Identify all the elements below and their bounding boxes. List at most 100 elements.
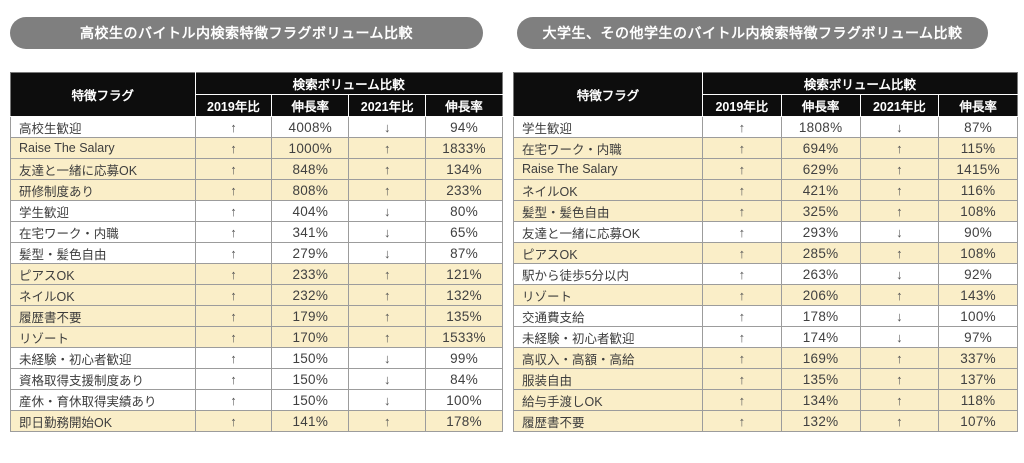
table-row: Raise The Salary ↑ 1000% ↑ 1833%	[10, 137, 503, 159]
vs2021-arrow-cell: ↑	[348, 158, 427, 180]
vs2019-arrow-cell: ↑	[194, 326, 273, 348]
growth-2021-cell: 99%	[425, 347, 503, 369]
vs2021-arrow-cell: ↑	[859, 179, 940, 201]
feature-flag-cell: 産休・育休取得実績あり	[10, 389, 196, 411]
column-header-vs2021: 2021年比	[859, 94, 940, 117]
growth-2021-cell: 135%	[425, 305, 503, 327]
vs2019-arrow-cell: ↑	[194, 179, 273, 201]
growth-2019-cell: 279%	[271, 242, 350, 264]
column-header-growth-2019: 伸長率	[271, 94, 350, 117]
growth-2019-cell: 285%	[780, 242, 861, 264]
feature-flag-cell: 給与手渡しOK	[513, 389, 703, 411]
table-row: ネイルOK ↑ 232% ↑ 132%	[10, 284, 503, 306]
growth-2019-cell: 325%	[780, 200, 861, 222]
vs2021-arrow-cell: ↑	[859, 389, 940, 411]
vs2019-arrow-cell: ↑	[194, 263, 273, 285]
growth-2021-cell: 80%	[425, 200, 503, 222]
table-row: 給与手渡しOK ↑ 134% ↑ 118%	[513, 389, 1018, 411]
growth-2021-cell: 90%	[938, 221, 1018, 243]
table-row: 資格取得支援制度あり ↑ 150% ↓ 84%	[10, 368, 503, 390]
vs2019-arrow-cell: ↑	[702, 158, 782, 180]
growth-2019-cell: 170%	[271, 326, 350, 348]
vs2021-arrow-cell: ↓	[348, 389, 427, 411]
growth-2021-cell: 97%	[938, 326, 1018, 348]
table-row: 研修制度あり ↑ 808% ↑ 233%	[10, 179, 503, 201]
table-row: 髪型・髪色自由 ↑ 325% ↑ 108%	[513, 200, 1018, 222]
feature-flag-cell: 未経験・初心者歓迎	[513, 326, 703, 348]
growth-2019-cell: 232%	[271, 284, 350, 306]
growth-2021-cell: 118%	[938, 389, 1018, 411]
growth-2019-cell: 141%	[271, 410, 350, 432]
growth-2021-cell: 121%	[425, 263, 503, 285]
vs2019-arrow-cell: ↑	[702, 305, 782, 327]
growth-2021-cell: 116%	[938, 179, 1018, 201]
column-header-growth-2021: 伸長率	[938, 94, 1018, 117]
table-body-university: 学生歓迎 ↑ 1808% ↓ 87% 在宅ワーク・内職 ↑ 694% ↑ 115% Raise Th…	[513, 116, 1018, 432]
table-row: 未経験・初心者歓迎 ↑ 150% ↓ 99%	[10, 347, 503, 369]
vs2019-arrow-cell: ↑	[194, 410, 273, 432]
vs2019-arrow-cell: ↑	[194, 200, 273, 222]
feature-flag-cell: ネイルOK	[10, 284, 196, 306]
vs2021-arrow-cell: ↑	[348, 263, 427, 285]
vs2019-arrow-cell: ↑	[702, 137, 782, 159]
feature-flag-cell: 友達と一緒に応募OK	[513, 221, 703, 243]
vs2021-arrow-cell: ↓	[348, 347, 427, 369]
table-row: 友達と一緒に応募OK ↑ 848% ↑ 134%	[10, 158, 503, 180]
vs2019-arrow-cell: ↑	[194, 116, 273, 138]
growth-2019-cell: 179%	[271, 305, 350, 327]
table-row: 在宅ワーク・内職 ↑ 341% ↓ 65%	[10, 221, 503, 243]
vs2019-arrow-cell: ↑	[194, 242, 273, 264]
vs2021-arrow-cell: ↓	[348, 368, 427, 390]
feature-flag-cell: 在宅ワーク・内職	[10, 221, 196, 243]
growth-2021-cell: 92%	[938, 263, 1018, 285]
growth-2021-cell: 100%	[425, 389, 503, 411]
feature-flag-cell: 服装自由	[513, 368, 703, 390]
table-row: 即日勤務開始OK ↑ 141% ↑ 178%	[10, 410, 503, 432]
vs2019-arrow-cell: ↑	[702, 389, 782, 411]
vs2019-arrow-cell: ↑	[194, 158, 273, 180]
column-header-vs2019: 2019年比	[702, 94, 782, 117]
vs2019-arrow-cell: ↑	[702, 116, 782, 138]
table-row: リゾート ↑ 206% ↑ 143%	[513, 284, 1018, 306]
growth-2021-cell: 1533%	[425, 326, 503, 348]
table-row: リゾート ↑ 170% ↑ 1533%	[10, 326, 503, 348]
feature-flag-cell: リゾート	[10, 326, 196, 348]
growth-2019-cell: 132%	[780, 410, 861, 432]
growth-2021-cell: 87%	[425, 242, 503, 264]
vs2019-arrow-cell: ↑	[702, 242, 782, 264]
group-header-volume-comparison: 検索ボリューム比較	[702, 72, 1018, 95]
growth-2019-cell: 134%	[780, 389, 861, 411]
vs2021-arrow-cell: ↓	[859, 221, 940, 243]
growth-2019-cell: 404%	[271, 200, 350, 222]
feature-flag-cell: 髪型・髪色自由	[513, 200, 703, 222]
panel-highschool: 高校生のバイトル内検索特徴フラグボリューム比較 特徴フラグ 検索ボリューム比較 …	[10, 17, 503, 432]
vs2019-arrow-cell: ↑	[194, 284, 273, 306]
growth-2021-cell: 178%	[425, 410, 503, 432]
column-header-flag: 特徴フラグ	[10, 72, 196, 117]
vs2019-arrow-cell: ↑	[702, 200, 782, 222]
feature-flag-cell: 学生歓迎	[10, 200, 196, 222]
vs2019-arrow-cell: ↑	[702, 326, 782, 348]
column-header-flag: 特徴フラグ	[513, 72, 703, 117]
vs2019-arrow-cell: ↑	[194, 368, 273, 390]
growth-2021-cell: 1415%	[938, 158, 1018, 180]
growth-2019-cell: 150%	[271, 368, 350, 390]
feature-flag-cell: Raise The Salary	[513, 158, 703, 180]
table-row: 髪型・髪色自由 ↑ 279% ↓ 87%	[10, 242, 503, 264]
growth-2021-cell: 132%	[425, 284, 503, 306]
table-row: 未経験・初心者歓迎 ↑ 174% ↓ 97%	[513, 326, 1018, 348]
feature-flag-cell: 履歴書不要	[10, 305, 196, 327]
vs2019-arrow-cell: ↑	[194, 347, 273, 369]
growth-2021-cell: 233%	[425, 179, 503, 201]
column-header-vs2019: 2019年比	[194, 94, 273, 117]
table-row: 高校生歓迎 ↑ 4008% ↓ 94%	[10, 116, 503, 138]
vs2021-arrow-cell: ↑	[348, 284, 427, 306]
growth-2019-cell: 169%	[780, 347, 861, 369]
panel-title-pill-highschool: 高校生のバイトル内検索特徴フラグボリューム比較	[10, 17, 483, 49]
table-row: 学生歓迎 ↑ 1808% ↓ 87%	[513, 116, 1018, 138]
vs2021-arrow-cell: ↑	[348, 137, 427, 159]
panel-title-university: 大学生、その他学生のバイトル内検索特徴フラグボリューム比較	[542, 25, 963, 41]
column-header-growth-2019: 伸長率	[780, 94, 861, 117]
feature-flag-cell: 高校生歓迎	[10, 116, 196, 138]
growth-2019-cell: 1808%	[780, 116, 861, 138]
